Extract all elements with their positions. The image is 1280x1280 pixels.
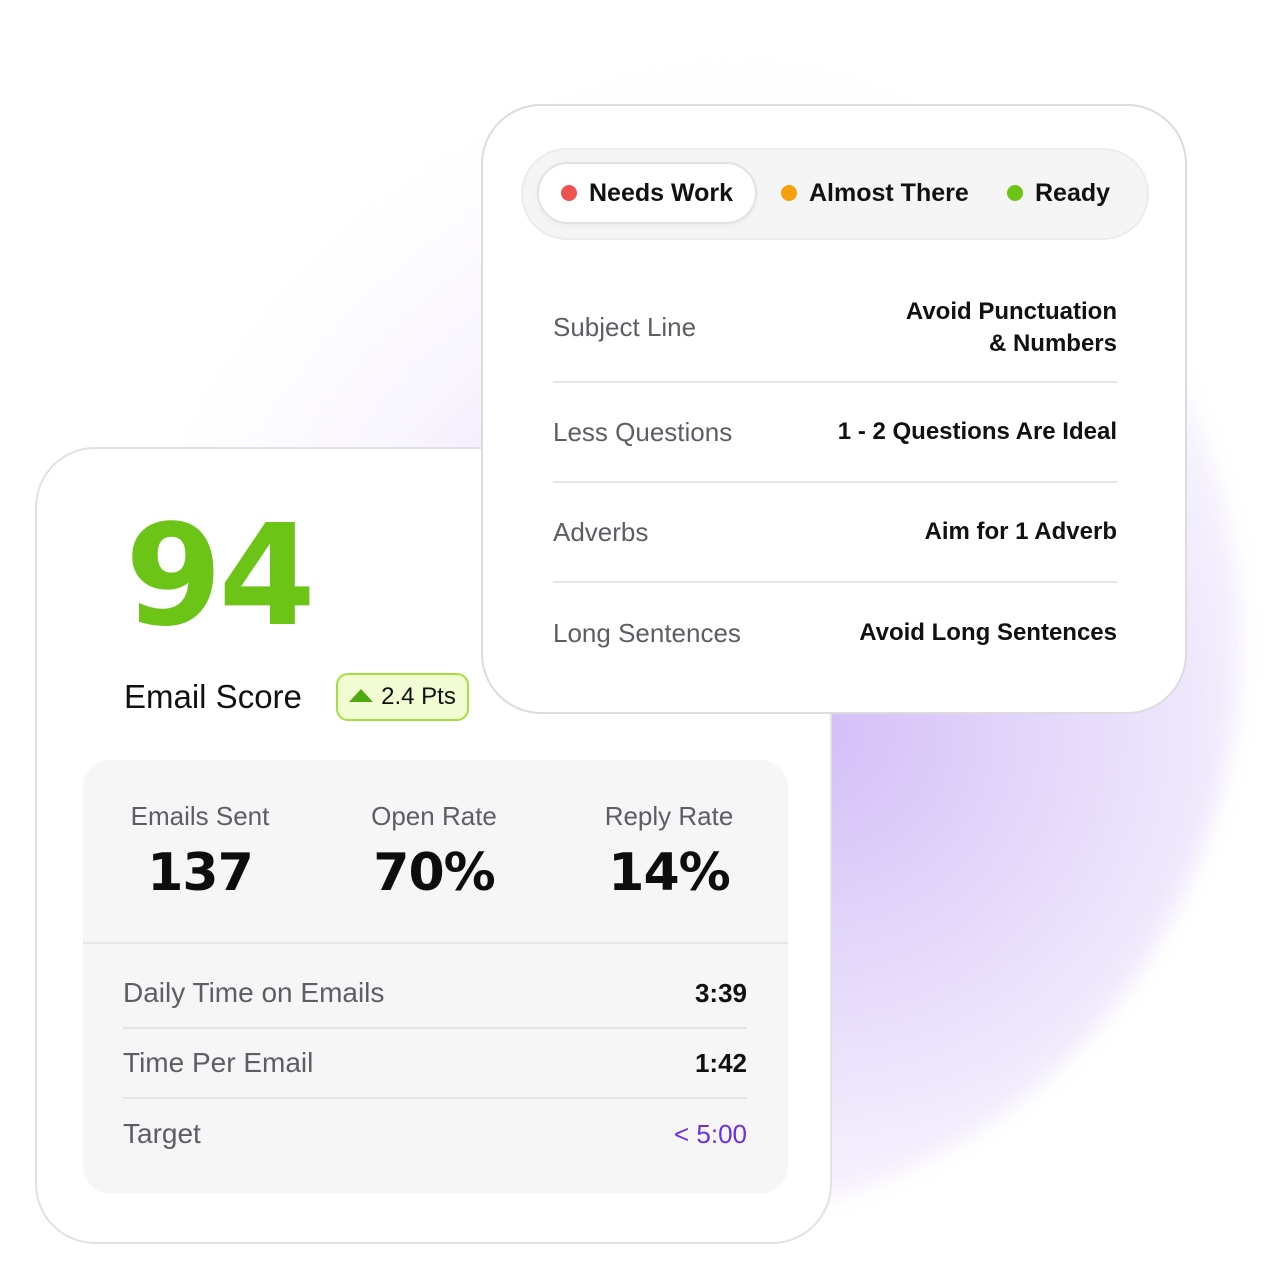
stat-open-rate: Open Rate 70% [314, 800, 554, 902]
checklist-item-label: Long Sentences [553, 617, 741, 648]
stats-panel: Emails Sent 137 Open Rate 70% Reply Rate… [83, 760, 788, 1194]
checklist-item-advice: Aim for 1 Adverb [924, 518, 1117, 545]
score-delta-text: 2.4 Pts [381, 683, 456, 710]
score-delta-badge: 2.4 Pts [336, 673, 469, 721]
checklist-item-label: Adverbs [553, 516, 649, 547]
score-value: 94 [125, 495, 316, 658]
stat-label: Open Rate [371, 801, 497, 831]
metric-value: 1:42 [694, 1047, 747, 1078]
metric-label: Time Per Email [123, 1047, 314, 1078]
checklist-item-label: Subject Line [553, 312, 697, 342]
metric-row-daily-time: Daily Time on Emails 3:39 [123, 959, 747, 1029]
tab-label: Almost There [809, 178, 969, 207]
arrow-up-icon [349, 688, 374, 702]
metric-label: Target [123, 1118, 201, 1149]
tab-label: Ready [1035, 178, 1111, 207]
checklist-item-advice: 1 - 2 Questions Are Ideal [837, 418, 1117, 445]
green-status-dot-icon [1007, 185, 1023, 201]
stat-value: 137 [147, 843, 254, 903]
checklist-item-advice: Avoid Long Sentences [859, 619, 1117, 646]
tab-almost-there[interactable]: Almost There [781, 162, 969, 224]
score-label: Email Score [124, 678, 302, 715]
tab-label: Needs Work [589, 178, 734, 207]
metric-row-time-per-email: Time Per Email 1:42 [123, 1029, 747, 1099]
orange-status-dot-icon [781, 185, 797, 201]
checklist-item-advice: Avoid Punctuation & Numbers [906, 296, 1117, 360]
advice-line: & Numbers [988, 329, 1117, 357]
tab-needs-work[interactable]: Needs Work [537, 162, 758, 224]
red-status-dot-icon [561, 185, 577, 201]
stat-reply-rate: Reply Rate 14% [549, 800, 788, 902]
stat-label: Reply Rate [604, 801, 734, 831]
metric-value: 3:39 [694, 977, 747, 1008]
stat-value: 14% [608, 843, 730, 903]
stat-emails-sent: Emails Sent 137 [83, 800, 320, 902]
status-tabs: Needs Work Almost There Ready [521, 148, 1149, 240]
checklist-item-subject-line: Subject Line Avoid Punctuation & Numbers [553, 274, 1117, 383]
stat-value: 70% [373, 843, 495, 903]
email-checklist-card: Needs Work Almost There Ready Subject Li… [481, 104, 1187, 714]
advice-line: Avoid Punctuation [905, 297, 1117, 325]
stats-summary: Emails Sent 137 Open Rate 70% Reply Rate… [83, 760, 788, 944]
stat-label: Emails Sent [130, 801, 270, 831]
checklist-item-long-sentences: Long Sentences Avoid Long Sentences [553, 583, 1117, 683]
checklist-item-adverbs: Adverbs Aim for 1 Adverb [553, 483, 1117, 583]
checklist-item-label: Less Questions [553, 416, 733, 447]
metric-value-target: < 5:00 [673, 1118, 747, 1149]
tab-ready[interactable]: Ready [1007, 162, 1110, 224]
checklist-item-less-questions: Less Questions 1 - 2 Questions Are Ideal [553, 383, 1117, 483]
metric-label: Daily Time on Emails [123, 977, 385, 1008]
metric-row-target: Target < 5:00 [123, 1099, 747, 1169]
